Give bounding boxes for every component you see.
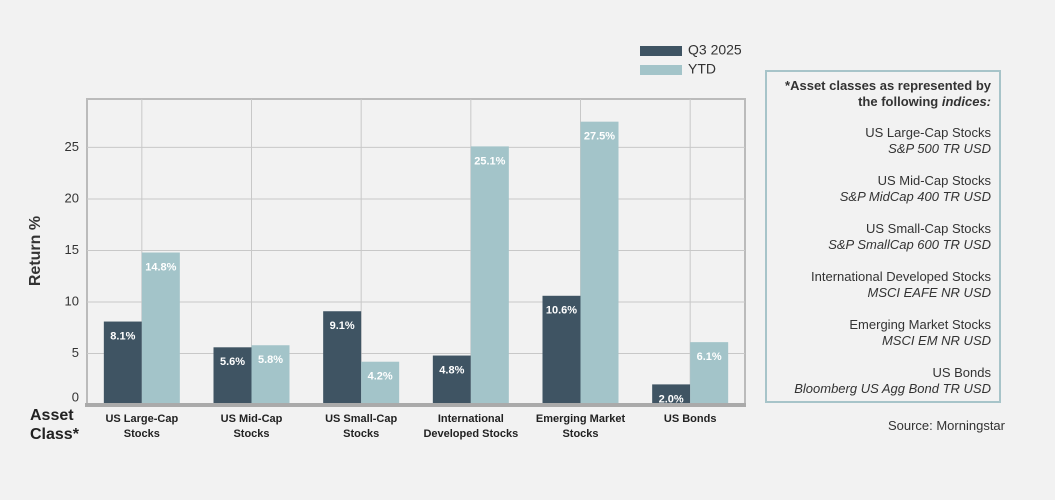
x-tick-label: Emerging Market Stocks	[535, 413, 626, 440]
asset-name: International Developed Stocks	[811, 269, 991, 284]
data-label: 9.1%	[330, 320, 355, 332]
index-heading: *Asset classes as represented by the fol…	[775, 78, 991, 110]
index-name: S&P 500 TR USD	[888, 141, 991, 156]
data-label: 25.1%	[474, 155, 505, 167]
y-axis-label: Return %	[27, 216, 44, 286]
x-tick-label: US Small-Cap Stocks	[325, 413, 398, 440]
asset-name: Emerging Market Stocks	[849, 317, 991, 332]
index-name: S&P MidCap 400 TR USD	[839, 189, 991, 204]
index-name: MSCI EM NR USD	[881, 333, 991, 348]
data-label: 4.2%	[368, 371, 393, 383]
y-tick-label: 25	[65, 139, 79, 154]
asset-name: US Small-Cap Stocks	[866, 221, 991, 236]
y-tick-label: 15	[65, 242, 79, 257]
data-label: 5.8%	[258, 354, 283, 366]
y-tick-label: 5	[72, 345, 79, 360]
y-tick-label: 10	[65, 293, 79, 308]
index-name: S&P SmallCap 600 TR USD	[828, 237, 991, 252]
legend-label: Q3 2025	[688, 42, 742, 58]
x-tick-label: International Developed Stocks	[423, 413, 519, 440]
data-label: 14.8%	[145, 261, 176, 273]
legend-swatch	[640, 65, 682, 75]
bar	[103, 321, 142, 405]
asset-name: US Large-Cap Stocks	[865, 125, 991, 140]
bar	[141, 252, 180, 405]
bar	[361, 361, 400, 405]
index-item: US Mid-Cap Stocks S&P MidCap 400 TR USD	[775, 173, 991, 205]
index-item: US Bonds Bloomberg US Agg Bond TR USD	[775, 365, 991, 397]
data-label: 10.6%	[546, 305, 577, 317]
bar	[213, 347, 252, 405]
y-tick-label: 20	[65, 190, 79, 205]
index-item: US Small-Cap Stocks S&P SmallCap 600 TR U…	[775, 221, 991, 253]
index-name: Bloomberg US Agg Bond TR USD	[794, 381, 991, 396]
bar	[251, 345, 290, 405]
x-axis-label: Asset Class*	[30, 407, 79, 443]
heading: *Asset classes as represented by the fol…	[785, 78, 991, 109]
bar	[690, 342, 729, 405]
data-label: 2.0%	[659, 393, 684, 405]
bar	[323, 311, 362, 405]
plot-frame	[86, 98, 746, 406]
data-label: 5.6%	[220, 356, 245, 368]
index-item: Emerging Market Stocks MSCI EM NR USD	[775, 317, 991, 349]
index-box: *Asset classes as represented by the fol…	[765, 70, 1001, 403]
bar	[542, 295, 581, 405]
x-tick-label: US Bonds	[663, 413, 717, 425]
index-name: MSCI EAFE NR USD	[867, 285, 991, 300]
bar	[470, 146, 509, 406]
bar	[432, 355, 471, 405]
bar	[652, 384, 691, 405]
x-tick-label: US Mid-Cap Stocks	[220, 413, 283, 440]
bar	[580, 121, 619, 406]
data-label: 27.5%	[584, 131, 615, 143]
data-label: 8.1%	[110, 330, 135, 342]
y-tick-label: 0	[72, 389, 79, 404]
index-item: US Large-Cap Stocks S&P 500 TR USD	[775, 125, 991, 157]
source: Source: Morningstar	[887, 418, 1005, 433]
legend-swatch	[640, 46, 682, 56]
legend-label: YTD	[688, 61, 716, 77]
asset-name: US Bonds	[932, 365, 991, 380]
data-label: 4.8%	[439, 364, 464, 376]
heading-em: indices:	[941, 94, 991, 109]
data-label: 6.1%	[697, 351, 722, 363]
x-tick-label: US Large-Cap Stocks	[105, 413, 179, 440]
asset-name: US Mid-Cap Stocks	[877, 173, 991, 188]
index-item: International Developed Stocks MSCI EAFE …	[775, 269, 991, 301]
